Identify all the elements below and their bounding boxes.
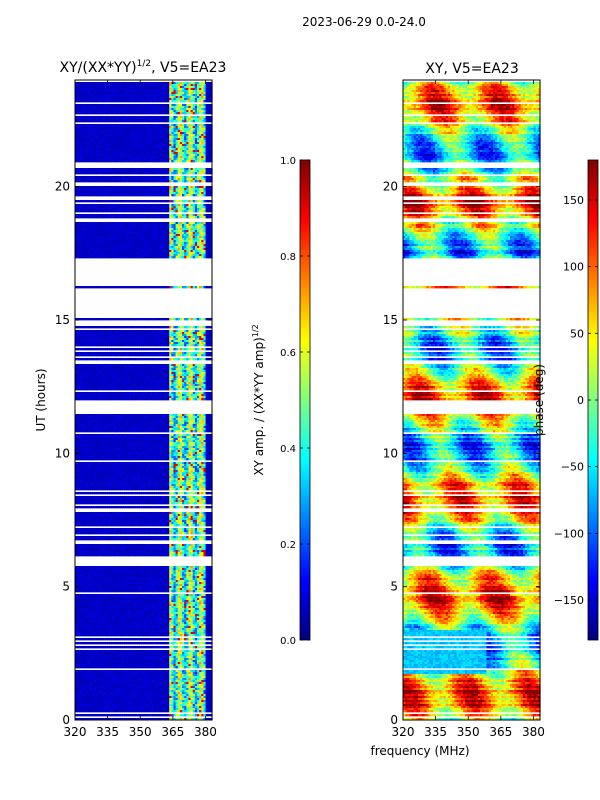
colorbar-tick-label: 0.2 [280,540,296,551]
colorbar-tick-label: 150 [563,194,584,207]
x-tick-label: 365 [489,725,512,739]
colorbar-tick-label: −100 [554,527,584,540]
colorbar-tick-label: 0.4 [280,444,296,455]
y-tick-label: 0 [62,713,70,727]
amp-ylabel: UT (hours) [34,368,48,431]
x-tick-label: 380 [194,725,217,739]
colorbar-tick-label: −50 [561,461,584,474]
x-tick-label: 320 [392,725,415,739]
colorbar-tick-label: 0.0 [280,636,296,647]
colorbar-tick-label: 100 [563,261,584,274]
x-tick-label: 380 [522,725,545,739]
y-tick-label: 15 [55,313,70,327]
y-tick-label: 20 [55,180,70,194]
colorbar-tick-label: 0 [577,394,584,407]
phase-colorbar-label: phase (deg) [532,364,546,436]
x-tick-label: 350 [129,725,152,739]
amp-colorbar-label: XY amp. / (XX*YY amp)1/2 [251,324,266,475]
colorbar-tick-label: 1.0 [280,156,296,167]
colorbar-tick-label: 0.6 [280,348,296,359]
x-tick-label: 320 [64,725,87,739]
y-tick-label: 10 [383,446,398,460]
x-tick-label: 365 [161,725,184,739]
y-tick-label: 15 [383,313,398,327]
amp-panel-title: XY/(XX*YY)1/2, V5=EA23 [60,59,227,76]
amp-heatmap [75,80,213,720]
figure-title: 2023-06-29 0.0-24.0 [302,15,426,29]
colorbar-tick-label: 50 [570,327,584,340]
amp-colorbar [300,160,310,640]
phase-heatmap [403,80,541,720]
x-tick-label: 335 [96,725,119,739]
x-tick-label: 350 [457,725,480,739]
y-tick-label: 0 [390,713,398,727]
colorbar-tick-label: −150 [554,594,584,607]
x-tick-label: 335 [424,725,447,739]
figure: 2023-06-29 0.0-24.0 XY/(XX*YY)1/2, V5=EA… [0,0,600,800]
y-tick-label: 10 [55,446,70,460]
y-tick-label: 20 [383,180,398,194]
phase-panel-title: XY, V5=EA23 [425,61,519,77]
colorbar-tick-label: 0.8 [280,252,296,263]
y-tick-label: 5 [62,580,70,594]
shared-xlabel: frequency (MHz) [370,744,469,758]
y-tick-label: 5 [390,580,398,594]
